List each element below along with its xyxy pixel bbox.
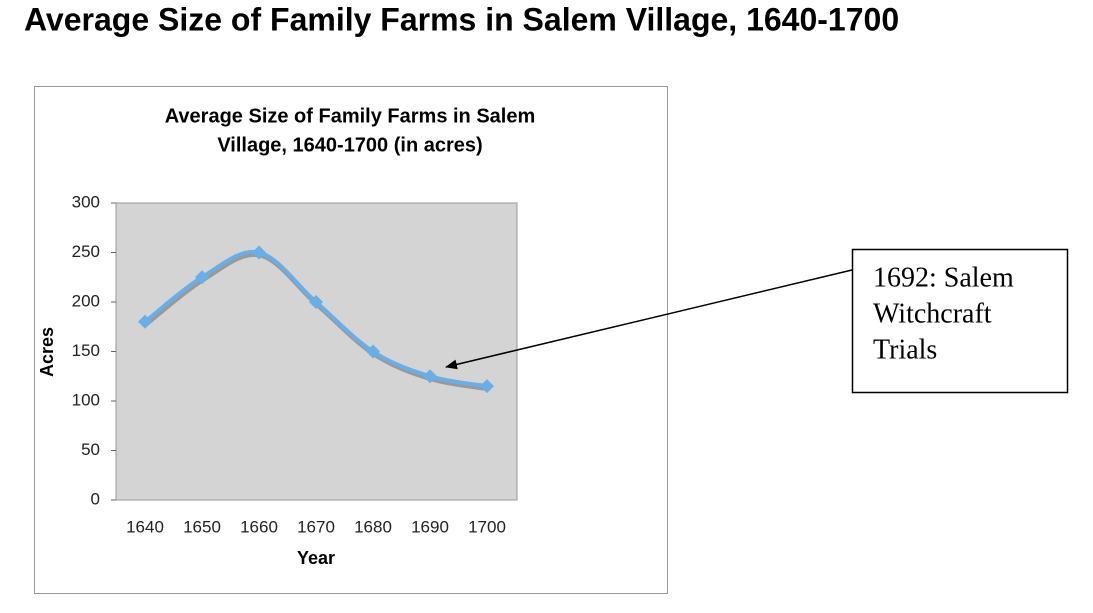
page-title: Average Size of Family Farms in Salem Vi…: [24, 1, 899, 37]
y-tick-label: 300: [72, 192, 100, 211]
annotation-text: Trials: [873, 334, 937, 365]
marker: [252, 245, 266, 260]
x-tick-label: 1640: [126, 517, 164, 536]
x-tick-label: 1650: [183, 517, 221, 536]
x-tick-label: 1670: [297, 517, 335, 536]
chart-title: Average Size of Family Farms in Salem: [165, 105, 536, 127]
x-tick-label: 1700: [468, 517, 506, 536]
annotation-box: [851, 248, 1069, 394]
x-tick-label: 1690: [411, 517, 449, 536]
y-tick-label: 50: [81, 440, 100, 459]
marker: [366, 344, 380, 359]
marker: [309, 295, 323, 309]
y-tick-label: 0: [91, 489, 100, 508]
marker: [195, 270, 209, 285]
annotation-text: Witchcraft: [873, 298, 992, 329]
marker: [423, 369, 437, 384]
marker: [138, 314, 152, 329]
annotation-arrow: [445, 269, 853, 370]
y-axis-label: Acres: [37, 327, 57, 377]
y-tick-label: 100: [72, 390, 100, 409]
y-tick-label: 250: [72, 242, 100, 261]
marker: [480, 379, 494, 394]
y-tick-label: 200: [72, 291, 100, 310]
y-tick-label: 150: [72, 341, 100, 360]
annotation-text: 1692: Salem: [873, 262, 1014, 293]
x-axis-label: Year: [297, 548, 335, 568]
x-tick-label: 1660: [240, 517, 278, 536]
plot-area: [115, 202, 518, 501]
x-tick-label: 1680: [354, 517, 392, 536]
chart-title: Village, 1640-1700 (in acres): [217, 134, 482, 156]
